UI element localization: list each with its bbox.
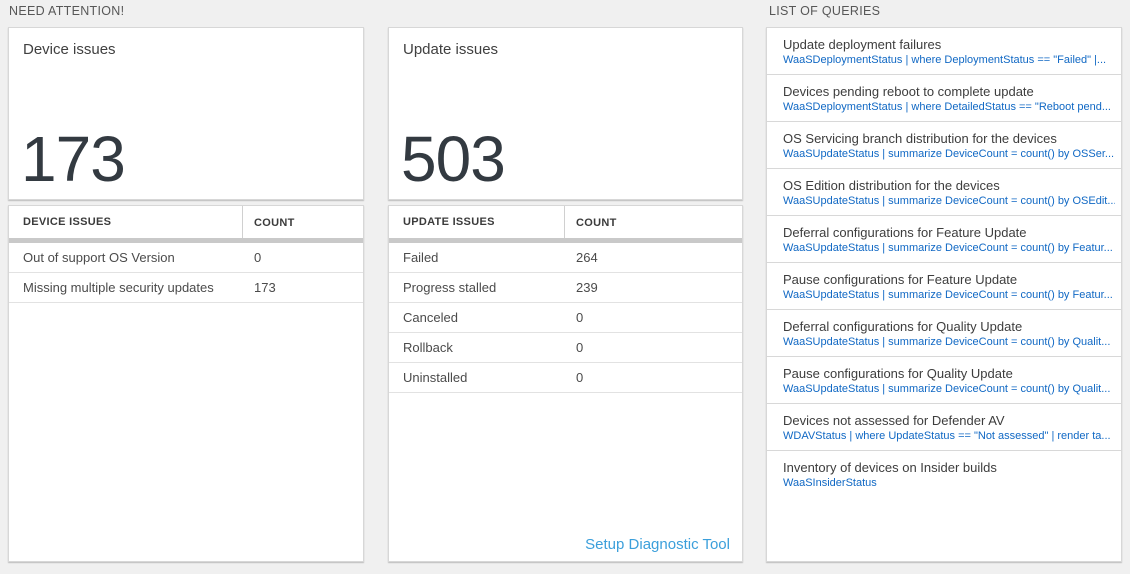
update-issues-column-header: UPDATE ISSUES: [389, 206, 565, 238]
query-title: Update deployment failures: [783, 37, 942, 52]
need-attention-section-title: NEED ATTENTION!: [9, 4, 125, 18]
issue-label: Uninstalled: [403, 370, 468, 385]
query-title: OS Edition distribution for the devices: [783, 178, 1000, 193]
issue-count: 0: [576, 310, 584, 325]
update-issues-table: UPDATE ISSUES COUNT Failed 264 Progress …: [388, 205, 743, 562]
device-issues-column-label: DEVICE ISSUES: [23, 216, 112, 228]
setup-diagnostic-tool-link[interactable]: Setup Diagnostic Tool: [585, 536, 730, 553]
list-of-queries-panel: Update deployment failures WaaSDeploymen…: [766, 27, 1122, 562]
query-list-item[interactable]: OS Servicing branch distribution for the…: [767, 122, 1121, 169]
device-issues-tile-title: Device issues: [23, 41, 116, 58]
table-header-divider: [9, 238, 363, 243]
count-column-header: COUNT: [565, 213, 617, 231]
query-list-item[interactable]: Deferral configurations for Quality Upda…: [767, 310, 1121, 357]
query-text: WaaSUpdateStatus | summarize DeviceCount…: [783, 148, 1115, 160]
device-issues-table: DEVICE ISSUES COUNT Out of support OS Ve…: [8, 205, 364, 562]
query-text: WDAVStatus | where UpdateStatus == "Not …: [783, 430, 1111, 442]
query-title: Pause configurations for Feature Update: [783, 272, 1018, 287]
query-text: WaaSUpdateStatus | summarize DeviceCount…: [783, 383, 1111, 395]
device-issues-count: 173: [21, 123, 126, 195]
query-text: WaaSDeploymentStatus | where DeploymentS…: [783, 54, 1107, 66]
query-title: Pause configurations for Quality Update: [783, 366, 1013, 381]
query-text: WaaSUpdateStatus | summarize DeviceCount…: [783, 242, 1113, 254]
query-title: Devices not assessed for Defender AV: [783, 413, 1005, 428]
query-text: WaaSUpdateStatus | summarize DeviceCount…: [783, 336, 1111, 348]
query-title: Devices pending reboot to complete updat…: [783, 84, 1034, 99]
query-title: Deferral configurations for Feature Upda…: [783, 225, 1027, 240]
issue-count: 0: [254, 250, 262, 265]
query-list-item[interactable]: OS Edition distribution for the devices …: [767, 169, 1121, 216]
device-issues-table-header: DEVICE ISSUES COUNT: [9, 206, 363, 238]
issue-count: 264: [576, 250, 598, 265]
query-title: Deferral configurations for Quality Upda…: [783, 319, 1023, 334]
update-issues-tile-title: Update issues: [403, 41, 499, 58]
query-title: OS Servicing branch distribution for the…: [783, 131, 1057, 146]
query-list-item[interactable]: Devices pending reboot to complete updat…: [767, 75, 1121, 122]
query-text: WaaSUpdateStatus | summarize DeviceCount…: [783, 195, 1115, 207]
table-row[interactable]: Failed 264: [389, 243, 742, 273]
update-issues-table-header: UPDATE ISSUES COUNT: [389, 206, 742, 238]
query-list-item[interactable]: Pause configurations for Feature Update …: [767, 263, 1121, 310]
query-text: WaaSUpdateStatus | summarize DeviceCount…: [783, 289, 1113, 301]
table-row[interactable]: Rollback 0: [389, 333, 742, 363]
table-header-divider: [389, 238, 742, 243]
table-row[interactable]: Uninstalled 0: [389, 363, 742, 393]
issue-count: 0: [576, 340, 584, 355]
issue-label: Missing multiple security updates: [23, 280, 214, 295]
query-list-item[interactable]: Deferral configurations for Feature Upda…: [767, 216, 1121, 263]
update-issues-tile[interactable]: Update issues 503: [388, 27, 743, 200]
count-column-header: COUNT: [243, 213, 295, 231]
query-list-item[interactable]: Devices not assessed for Defender AV WDA…: [767, 404, 1121, 451]
query-text: WaaSDeploymentStatus | where DetailedSta…: [783, 101, 1111, 113]
table-row[interactable]: Progress stalled 239: [389, 273, 742, 303]
query-list-item[interactable]: Pause configurations for Quality Update …: [767, 357, 1121, 404]
issue-label: Rollback: [403, 340, 453, 355]
count-column-label: COUNT: [254, 217, 295, 229]
table-row[interactable]: Out of support OS Version 0: [9, 243, 363, 273]
query-title: Inventory of devices on Insider builds: [783, 460, 997, 475]
device-issues-tile[interactable]: Device issues 173: [8, 27, 364, 200]
device-issues-column-header: DEVICE ISSUES: [9, 206, 243, 238]
query-list-item[interactable]: Update deployment failures WaaSDeploymen…: [767, 28, 1121, 75]
update-issues-count: 503: [401, 123, 506, 195]
issue-count: 239: [576, 280, 598, 295]
count-column-label: COUNT: [576, 217, 617, 229]
table-row[interactable]: Missing multiple security updates 173: [9, 273, 363, 303]
issue-count: 0: [576, 370, 584, 385]
issue-label: Progress stalled: [403, 280, 497, 295]
list-of-queries-section-title: LIST OF QUERIES: [769, 4, 881, 18]
issue-label: Out of support OS Version: [23, 250, 175, 265]
query-list-item[interactable]: Inventory of devices on Insider builds W…: [767, 451, 1121, 498]
issue-label: Failed: [403, 250, 439, 265]
update-issues-column-label: UPDATE ISSUES: [403, 216, 495, 228]
issue-count: 173: [254, 280, 276, 295]
issue-label: Canceled: [403, 310, 458, 325]
table-row[interactable]: Canceled 0: [389, 303, 742, 333]
query-text: WaaSInsiderStatus: [783, 477, 877, 489]
